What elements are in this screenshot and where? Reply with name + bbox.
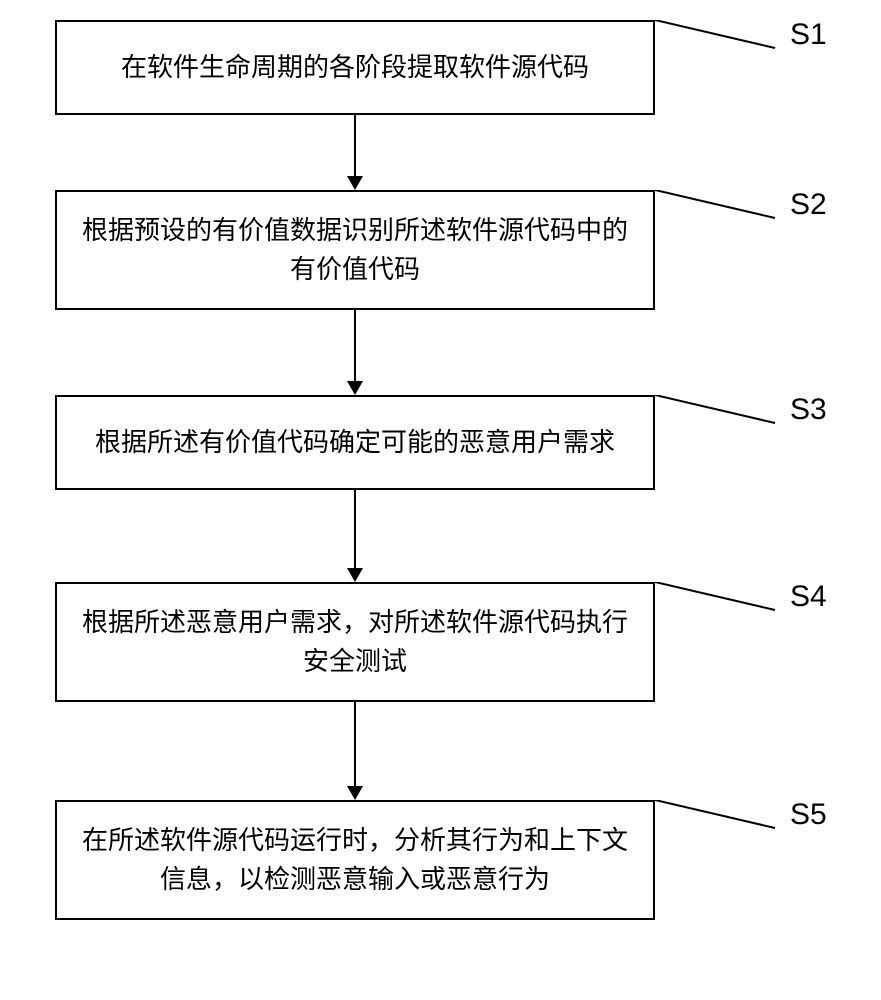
label-connector-s5 — [655, 800, 795, 860]
arrow-icon — [347, 381, 363, 395]
label-connector-s2 — [655, 190, 795, 250]
step-label-s2: S2 — [790, 188, 827, 222]
arrow-icon — [347, 786, 363, 800]
step-text: 根据预设的有价值数据识别所述软件源代码中的有价值代码 — [77, 211, 633, 289]
step-box-s3: 根据所述有价值代码确定可能的恶意用户需求 — [55, 395, 655, 490]
step-text: 在软件生命周期的各阶段提取软件源代码 — [121, 48, 589, 87]
step-text: 根据所述恶意用户需求，对所述软件源代码执行安全测试 — [77, 603, 633, 681]
step-text: 根据所述有价值代码确定可能的恶意用户需求 — [95, 423, 615, 462]
arrow-icon — [347, 176, 363, 190]
arrow-icon — [347, 568, 363, 582]
step-label-s4: S4 — [790, 580, 827, 614]
step-text: 在所述软件源代码运行时，分析其行为和上下文信息，以检测恶意输入或恶意行为 — [77, 821, 633, 899]
step-label-s1: S1 — [790, 18, 827, 52]
step-label-s5: S5 — [790, 798, 827, 832]
flowchart-container: 在软件生命周期的各阶段提取软件源代码 S1 根据预设的有价值数据识别所述软件源代… — [0, 0, 881, 1000]
connector-line — [354, 115, 356, 176]
label-connector-s3 — [655, 395, 795, 455]
step-box-s5: 在所述软件源代码运行时，分析其行为和上下文信息，以检测恶意输入或恶意行为 — [55, 800, 655, 920]
connector-line — [354, 702, 356, 786]
label-connector-s1 — [655, 20, 795, 80]
step-box-s1: 在软件生命周期的各阶段提取软件源代码 — [55, 20, 655, 115]
label-connector-s4 — [655, 582, 795, 642]
step-box-s2: 根据预设的有价值数据识别所述软件源代码中的有价值代码 — [55, 190, 655, 310]
step-box-s4: 根据所述恶意用户需求，对所述软件源代码执行安全测试 — [55, 582, 655, 702]
step-label-s3: S3 — [790, 393, 827, 427]
connector-line — [354, 310, 356, 381]
connector-line — [354, 490, 356, 568]
